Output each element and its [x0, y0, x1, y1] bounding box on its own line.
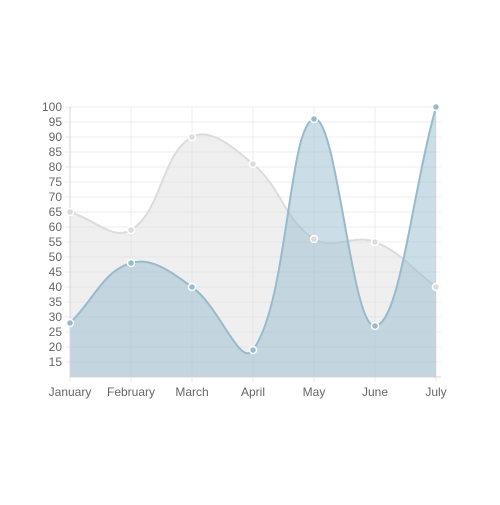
series-1-point — [126, 225, 136, 235]
series-1-point — [248, 159, 258, 169]
series-1-point — [370, 237, 380, 247]
points-layer — [65, 102, 441, 355]
series-2-point — [248, 345, 258, 355]
y-tick-label: 45 — [49, 265, 63, 279]
y-tick-label: 25 — [49, 325, 63, 339]
y-tick-label: 90 — [49, 130, 63, 144]
x-tick-label: February — [107, 385, 155, 399]
series-2-point — [187, 282, 197, 292]
y-tick-label: 15 — [49, 355, 63, 369]
series-2-point — [65, 318, 75, 328]
y-tick-label: 50 — [49, 250, 63, 264]
y-tick-label: 80 — [49, 160, 63, 174]
y-tick-label: 60 — [49, 220, 63, 234]
x-tick-label: July — [425, 385, 446, 399]
y-tick-label: 100 — [42, 100, 62, 114]
series-2-point — [431, 102, 441, 112]
x-tick-label: April — [241, 385, 265, 399]
y-tick-label: 85 — [49, 145, 63, 159]
series-2-line — [69, 106, 437, 355]
y-tick-label: 20 — [49, 340, 63, 354]
series-2-area — [70, 107, 436, 377]
x-tick-label: March — [175, 385, 208, 399]
y-tick-label: 95 — [49, 115, 63, 129]
series-1-point — [431, 282, 441, 292]
y-tick-label: 35 — [49, 295, 63, 309]
y-tick-label: 55 — [49, 235, 63, 249]
series-2-point — [309, 114, 319, 124]
series-1-point — [65, 207, 75, 217]
y-tick-label: 70 — [49, 190, 63, 204]
series-1-point — [309, 234, 319, 244]
series-1-point — [187, 132, 197, 142]
y-tick-label: 75 — [49, 175, 63, 189]
x-tick-label: May — [303, 385, 326, 399]
series-2-point — [370, 321, 380, 331]
x-tick-label: January — [49, 385, 92, 399]
y-tick-label: 30 — [49, 310, 63, 324]
series-2-point — [126, 258, 136, 268]
y-tick-label: 40 — [49, 280, 63, 294]
x-tick-label: June — [362, 385, 388, 399]
y-tick-label: 65 — [49, 205, 63, 219]
